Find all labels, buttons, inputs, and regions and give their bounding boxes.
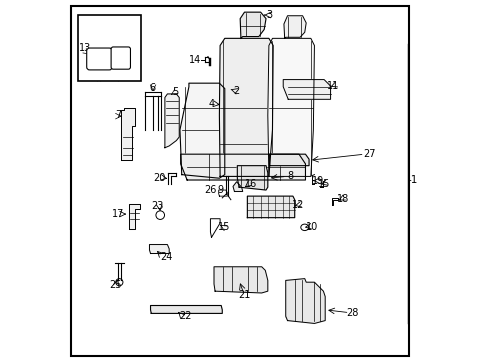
Text: 25: 25 bbox=[109, 280, 122, 290]
Polygon shape bbox=[180, 83, 224, 178]
Polygon shape bbox=[283, 80, 330, 99]
Text: 16: 16 bbox=[244, 179, 257, 189]
Polygon shape bbox=[233, 182, 242, 192]
Text: 5: 5 bbox=[172, 87, 179, 97]
Text: 9: 9 bbox=[217, 185, 223, 195]
Polygon shape bbox=[240, 12, 265, 39]
Text: 28: 28 bbox=[345, 309, 358, 318]
Text: 15: 15 bbox=[317, 179, 329, 189]
Polygon shape bbox=[285, 279, 325, 323]
Text: 24: 24 bbox=[160, 252, 172, 262]
Text: 20: 20 bbox=[153, 173, 165, 183]
Polygon shape bbox=[129, 204, 140, 229]
Polygon shape bbox=[150, 306, 222, 314]
FancyBboxPatch shape bbox=[111, 47, 130, 69]
Text: 26: 26 bbox=[204, 185, 216, 195]
Text: 6: 6 bbox=[149, 83, 156, 93]
Text: 4: 4 bbox=[208, 99, 214, 109]
Polygon shape bbox=[269, 154, 308, 166]
Text: 23: 23 bbox=[151, 201, 163, 211]
Polygon shape bbox=[164, 94, 179, 148]
Text: 7: 7 bbox=[115, 111, 121, 121]
Polygon shape bbox=[247, 196, 294, 218]
Text: 27: 27 bbox=[362, 149, 375, 159]
Text: 21: 21 bbox=[238, 290, 250, 300]
Text: 12: 12 bbox=[291, 200, 304, 210]
Text: 19: 19 bbox=[312, 176, 324, 186]
Text: 17: 17 bbox=[112, 209, 124, 219]
Polygon shape bbox=[121, 108, 135, 160]
Text: 10: 10 bbox=[305, 222, 317, 231]
Polygon shape bbox=[180, 154, 305, 180]
Text: 22: 22 bbox=[179, 311, 191, 320]
Polygon shape bbox=[267, 39, 314, 176]
Polygon shape bbox=[219, 39, 273, 176]
Text: -1: -1 bbox=[407, 175, 417, 185]
Text: 2: 2 bbox=[233, 86, 239, 96]
Text: 15: 15 bbox=[217, 222, 229, 232]
Text: 8: 8 bbox=[287, 171, 293, 181]
Bar bbox=[78, 15, 140, 81]
Polygon shape bbox=[284, 16, 305, 39]
Polygon shape bbox=[237, 166, 267, 190]
Text: 18: 18 bbox=[336, 194, 348, 204]
Text: 14: 14 bbox=[188, 54, 201, 64]
Polygon shape bbox=[214, 267, 267, 293]
Text: 3: 3 bbox=[266, 10, 272, 20]
Text: 13: 13 bbox=[79, 43, 91, 53]
FancyBboxPatch shape bbox=[86, 48, 112, 70]
Polygon shape bbox=[149, 244, 169, 253]
Text: 11: 11 bbox=[326, 81, 339, 91]
